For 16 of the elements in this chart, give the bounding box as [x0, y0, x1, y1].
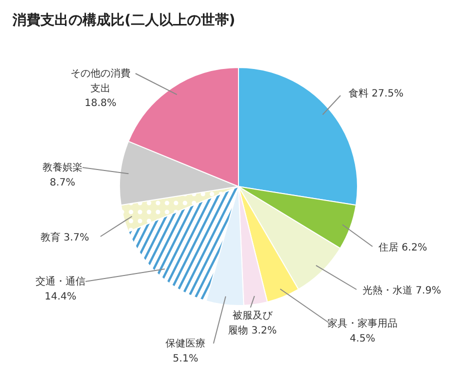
slice-label: 保健医療 [166, 338, 206, 350]
slice-label: 光熱・水道 7.9% [362, 284, 442, 296]
slice-label: 住居 6.2% [378, 242, 428, 254]
data-label: 4.5% [350, 333, 376, 344]
slice-label: 教育 3.7% [40, 232, 90, 244]
slice-label: 家具・家事用品 [328, 318, 398, 330]
slice-label: 食料 27.5% [348, 88, 404, 100]
slice-label: 教養娯楽 [42, 162, 82, 174]
data-label: 8.7% [50, 177, 76, 188]
slice-label: 被服及び履物 3.2% [228, 310, 277, 336]
data-label: 18.8% [84, 98, 116, 110]
chart-title: 消費支出の構成比(二人以上の世帯) [12, 12, 236, 28]
slice-label: その他の消費支出 [70, 68, 130, 94]
data-label: 5.1% [172, 353, 198, 364]
slice-label: 交通・通信 [36, 276, 86, 288]
data-label: 14.4% [44, 291, 76, 302]
